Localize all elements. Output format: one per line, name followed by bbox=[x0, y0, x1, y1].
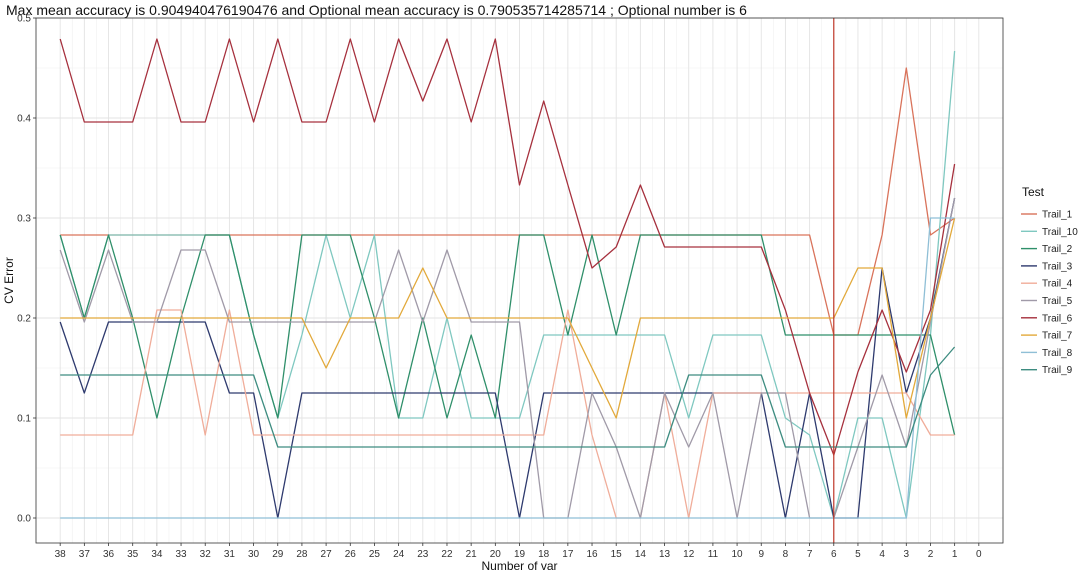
x-axis-title: Number of var bbox=[481, 559, 557, 573]
x-tick-label: 30 bbox=[248, 549, 260, 560]
x-tick-label: 2 bbox=[928, 549, 934, 560]
y-tick-label: 0.1 bbox=[17, 414, 31, 425]
x-tick-label: 28 bbox=[296, 549, 308, 560]
y-tick-label: 0.4 bbox=[17, 114, 31, 125]
x-tick-label: 9 bbox=[758, 549, 764, 560]
x-tick-label: 8 bbox=[783, 549, 789, 560]
x-tick-label: 11 bbox=[708, 549, 719, 560]
y-axis-title: CV Error bbox=[2, 257, 16, 304]
x-tick-label: 10 bbox=[732, 549, 744, 560]
x-tick-label: 25 bbox=[369, 549, 381, 560]
x-tick-label: 33 bbox=[175, 549, 187, 560]
x-tick-label: 12 bbox=[683, 549, 695, 560]
x-tick-label: 23 bbox=[417, 549, 429, 560]
legend-title: Test bbox=[1022, 185, 1045, 199]
x-tick-label: 1 bbox=[952, 549, 958, 560]
series-line-trail-2 bbox=[59, 234, 956, 436]
x-tick-label: 19 bbox=[514, 549, 526, 560]
x-tick-label: 18 bbox=[538, 549, 550, 560]
x-axis: 38 37 36 35 34 33 32 31 30 29 28 27 26 25 24 23 22 21 20 19… bbox=[55, 543, 982, 560]
x-tick-label: 17 bbox=[562, 549, 574, 560]
legend-label: Trail_6 bbox=[1042, 313, 1073, 324]
legend-label: Trail_2 bbox=[1042, 244, 1073, 255]
y-axis: 0.0 0.1 0.2 0.3 0.4 0.5 bbox=[17, 14, 36, 525]
x-tick-label: 38 bbox=[55, 549, 67, 560]
y-tick-label: 0.5 bbox=[17, 14, 31, 25]
x-tick-label: 20 bbox=[490, 549, 502, 560]
x-tick-label: 14 bbox=[635, 549, 647, 560]
legend-label: Trail_4 bbox=[1042, 279, 1073, 290]
grid bbox=[36, 17, 1003, 543]
x-tick-label: 13 bbox=[659, 549, 671, 560]
x-tick-label: 32 bbox=[200, 549, 212, 560]
series-line-trail-9 bbox=[60, 346, 956, 448]
x-tick-label: 7 bbox=[807, 549, 813, 560]
series-line-trail-4 bbox=[60, 309, 955, 519]
series-line-trail-6 bbox=[59, 38, 956, 456]
legend-label: Trail_9 bbox=[1042, 365, 1073, 376]
x-tick-label: 22 bbox=[441, 549, 453, 560]
x-tick-label: 27 bbox=[321, 549, 333, 560]
x-tick-label: 34 bbox=[151, 549, 163, 560]
legend-label: Trail_7 bbox=[1042, 331, 1073, 342]
x-tick-label: 37 bbox=[79, 549, 91, 560]
legend-label: Trail_5 bbox=[1042, 296, 1073, 307]
x-tick-label: 35 bbox=[127, 549, 139, 560]
series-line-trail-5 bbox=[59, 197, 956, 519]
x-tick-label: 26 bbox=[345, 549, 357, 560]
series-line-trail-7 bbox=[60, 217, 956, 419]
x-tick-label: 29 bbox=[272, 549, 284, 560]
x-tick-label: 16 bbox=[586, 549, 598, 560]
legend: Test Trail_1 Trail_10 Trail_2 Trail_3 Trail_… bbox=[1021, 185, 1078, 376]
series-line-trail-3 bbox=[59, 197, 956, 519]
x-tick-label: 15 bbox=[611, 549, 623, 560]
x-tick-label: 4 bbox=[879, 549, 885, 560]
legend-label: Trail_8 bbox=[1042, 348, 1073, 359]
x-tick-label: 24 bbox=[393, 549, 405, 560]
y-tick-label: 0.3 bbox=[17, 214, 31, 225]
x-tick-label: 36 bbox=[103, 549, 115, 560]
x-tick-label: 3 bbox=[904, 549, 910, 560]
legend-label: Trail_10 bbox=[1042, 227, 1078, 238]
y-tick-label: 0.2 bbox=[17, 314, 31, 325]
legend-label: Trail_1 bbox=[1042, 210, 1073, 221]
x-tick-label: 5 bbox=[855, 549, 861, 560]
series-lines bbox=[59, 38, 956, 519]
x-tick-label: 31 bbox=[224, 549, 236, 560]
legend-label: Trail_3 bbox=[1042, 261, 1073, 272]
chart-title: Max mean accuracy is 0.904940476190476 a… bbox=[6, 2, 747, 18]
x-tick-label: 21 bbox=[466, 549, 478, 560]
series-line-trail-8 bbox=[60, 217, 955, 519]
x-tick-label: 6 bbox=[831, 549, 837, 560]
y-tick-label: 0.0 bbox=[17, 514, 31, 525]
x-tick-label: 0 bbox=[976, 549, 982, 560]
